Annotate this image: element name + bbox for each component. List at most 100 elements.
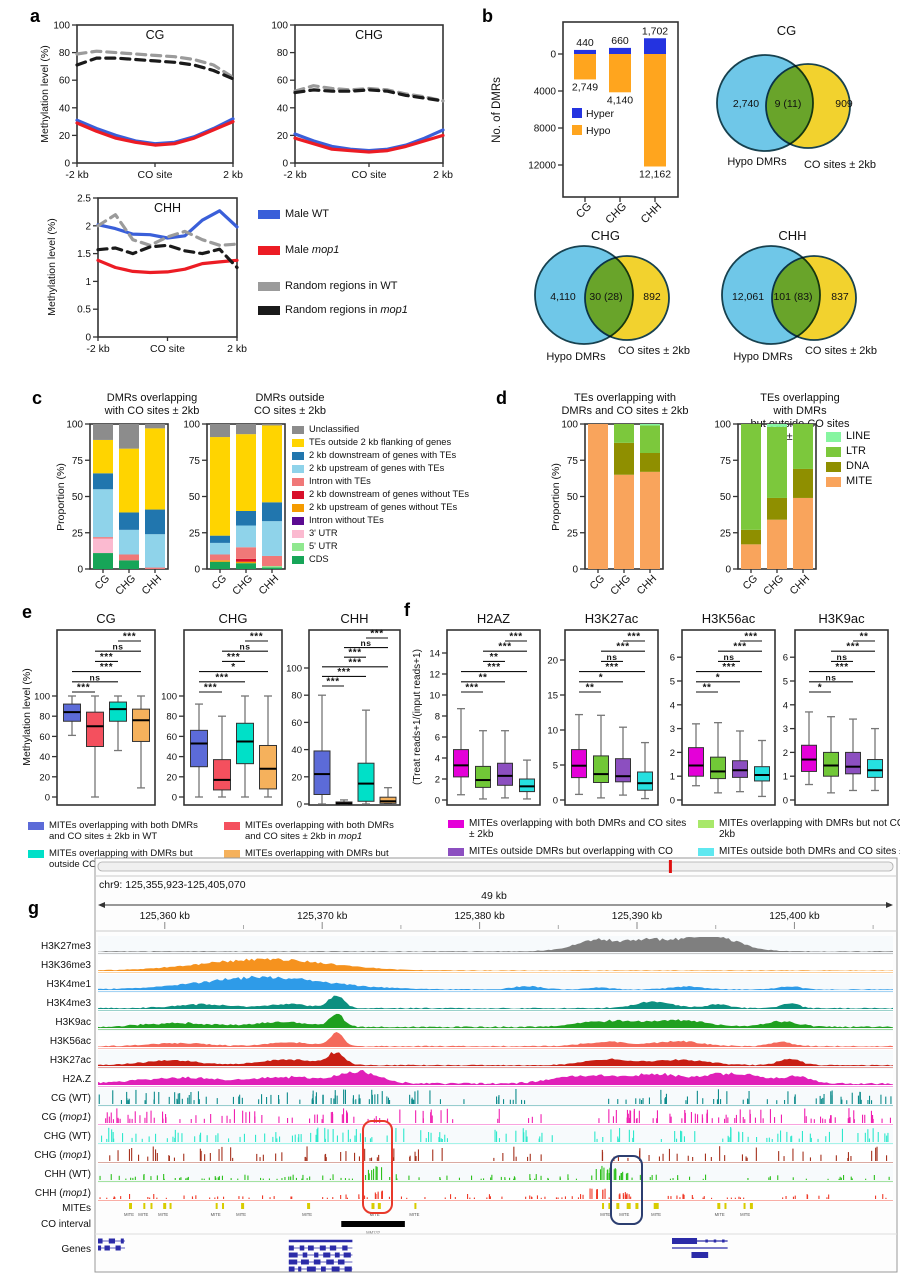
svg-text:MITE: MITE: [236, 1212, 246, 1217]
svg-text:125,380 kb: 125,380 kb: [454, 911, 505, 922]
svg-text:*: *: [599, 672, 603, 683]
svg-text:ns: ns: [837, 652, 848, 662]
svg-text:***: ***: [509, 632, 522, 643]
legend-swatch: [292, 478, 304, 486]
track-h3k4me1: H3K4me1: [47, 974, 893, 993]
highlight-box-blue: [610, 1155, 643, 1225]
svg-text:100: 100: [34, 692, 50, 703]
legend-item: Unclassified: [292, 424, 482, 434]
chart-a_chh: 0 0.5 1 1.5 2 2.5 CHH -2 kb CO site 2 kb Methylati…: [46, 194, 247, 356]
track-h3k27ac: H3K27ac: [50, 1050, 893, 1069]
legend-label: Male WT: [285, 208, 329, 220]
svg-text:15: 15: [547, 691, 558, 702]
svg-text:CHH: CHH: [340, 611, 368, 626]
panel-f-label: f: [404, 600, 410, 620]
legend-label: Intron with TEs: [309, 476, 371, 486]
svg-text:12,061: 12,061: [732, 291, 764, 303]
track-chg-wt-: CHG (WT): [44, 1126, 893, 1145]
svg-text:80: 80: [39, 712, 50, 723]
svg-text:0: 0: [45, 793, 50, 804]
svg-text:40: 40: [277, 103, 289, 114]
svg-text:49 kb: 49 kb: [481, 890, 507, 902]
legend-swatch: [28, 850, 44, 858]
svg-text:***: ***: [744, 632, 757, 643]
svg-text:1: 1: [783, 772, 788, 783]
svg-text:CO sites ± 2kb: CO sites ± 2kb: [618, 345, 690, 357]
svg-text:50: 50: [567, 492, 579, 503]
svg-text:25: 25: [567, 528, 579, 539]
svg-text:MITE: MITE: [124, 1212, 134, 1217]
legend-swatch: [826, 432, 841, 442]
svg-text:440: 440: [576, 37, 594, 49]
svg-text:12: 12: [429, 670, 440, 681]
svg-text:MITE: MITE: [211, 1212, 221, 1217]
svg-text:MITEs: MITEs: [62, 1203, 91, 1214]
svg-text:40: 40: [291, 745, 302, 756]
svg-text:Genes: Genes: [62, 1244, 91, 1255]
svg-text:**: **: [703, 683, 712, 694]
svg-text:MITE: MITE: [138, 1212, 148, 1217]
svg-text:4,110: 4,110: [550, 291, 576, 303]
svg-text:CO site: CO site: [150, 343, 185, 355]
svg-text:H3K56ac: H3K56ac: [50, 1036, 91, 1047]
svg-text:ns: ns: [90, 672, 101, 682]
svg-text:2 kb: 2 kb: [433, 169, 453, 181]
panel-d-label: d: [496, 388, 507, 408]
chromosome-ideogram: [97, 861, 894, 872]
track-chh-wt-: CHH (WT): [44, 1164, 893, 1183]
svg-text:***: ***: [100, 652, 113, 663]
svg-text:Proportion (%): Proportion (%): [55, 463, 67, 531]
svg-text:2,740: 2,740: [733, 98, 759, 110]
svg-text:CHH: CHH: [154, 201, 181, 215]
svg-text:80: 80: [277, 48, 289, 59]
svg-text:***: ***: [846, 642, 859, 653]
svg-text:CHG: CHG: [113, 573, 138, 598]
legend-label: TEs outside 2 kb flanking of genes: [309, 437, 452, 447]
svg-text:6: 6: [783, 653, 788, 664]
svg-text:0.5: 0.5: [77, 305, 91, 316]
legend-swatch: [292, 517, 304, 525]
legend-swatch: [292, 543, 304, 551]
legend-item: Intron with TEs: [292, 476, 482, 486]
legend-item: MITE: [826, 475, 872, 487]
legend-swatch: [826, 447, 841, 457]
svg-text:1: 1: [670, 772, 675, 783]
svg-text:60: 60: [39, 732, 50, 743]
svg-text:*: *: [716, 672, 720, 683]
chart-venn_chg: CHG 4,110 30 (28) 892 Hypo DMRs CO sites ± 2k…: [534, 228, 690, 363]
svg-text:60: 60: [59, 76, 71, 87]
svg-text:CG: CG: [574, 201, 594, 221]
legend-label: 2 kb upstream of genes with TEs: [309, 463, 445, 473]
panel-a-legend: Male WT Male mop1 Random regions in WT Rand…: [258, 208, 408, 328]
svg-text:H3K36me3: H3K36me3: [41, 960, 91, 971]
svg-text:H3K27ac: H3K27ac: [50, 1055, 91, 1066]
svg-text:12000: 12000: [528, 161, 556, 172]
panel-c-label: c: [32, 388, 43, 408]
svg-text:Methylation level (%): Methylation level (%): [21, 668, 33, 765]
legend-label: Random regions in WT: [285, 280, 398, 292]
legend-label: MITEs outside both DMRs and CO sites ± 2…: [719, 846, 900, 857]
chart-a_cg: 0 20 40 60 80 100 CG -2 kb CO site 2 kb Methylatio…: [39, 21, 243, 182]
svg-text:CO sites ± 2kb: CO sites ± 2kb: [804, 159, 876, 171]
chart-venn_cg: CG 2,740 9 (11) 909 Hypo DMRs CO sites ± 2kb: [716, 23, 876, 171]
track-h3k4me3: H3K4me3: [47, 993, 893, 1012]
svg-text:***: ***: [326, 677, 339, 688]
legend-swatch: [292, 452, 304, 460]
legend-item: LTR: [826, 445, 872, 457]
legend-label: 5' UTR: [309, 541, 338, 551]
svg-text:ns: ns: [724, 652, 735, 662]
legend-swatch: [258, 246, 280, 255]
svg-text:***: ***: [250, 632, 263, 643]
svg-text:CO site: CO site: [137, 169, 172, 181]
legend-item: 5' UTR: [292, 541, 482, 551]
svg-text:CHH: CHH: [635, 573, 660, 598]
svg-text:***: ***: [227, 652, 240, 663]
panel-d-left-title: TEs overlapping with DMRs and CO sites ± …: [561, 392, 689, 417]
svg-text:75: 75: [720, 456, 732, 467]
svg-text:75: 75: [567, 456, 579, 467]
svg-text:CG: CG: [96, 611, 116, 626]
svg-text:0: 0: [64, 159, 70, 170]
svg-text:CG (WT): CG (WT): [51, 1093, 91, 1104]
chart-d_right: 0 25 50 75 100 CG CHG CHH: [714, 420, 817, 598]
